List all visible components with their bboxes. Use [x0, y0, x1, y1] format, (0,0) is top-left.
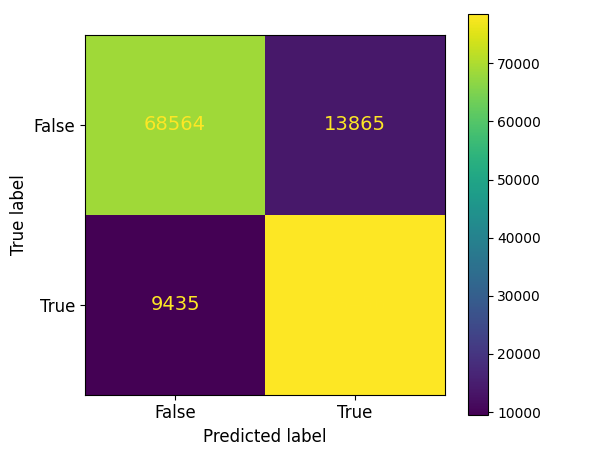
Text: 78456: 78456 [324, 295, 386, 314]
X-axis label: Predicted label: Predicted label [203, 428, 327, 446]
Text: 68564: 68564 [144, 115, 206, 134]
Y-axis label: True label: True label [10, 174, 28, 255]
Text: 9435: 9435 [150, 295, 200, 314]
Text: 13865: 13865 [324, 115, 386, 134]
